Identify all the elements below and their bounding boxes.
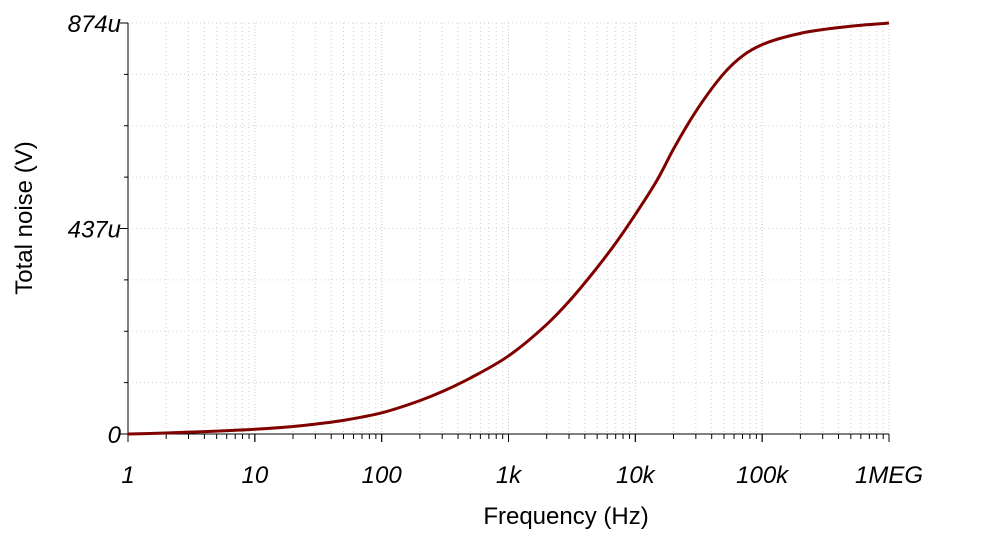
grid-lines — [128, 22, 890, 434]
y-tick-label: 0 — [108, 422, 122, 449]
x-tick-label: 100 — [362, 462, 403, 489]
y-tick-label: 874u — [68, 11, 121, 38]
y-axis-title: Total noise (V) — [11, 141, 38, 294]
x-tick-label: 10 — [241, 462, 268, 489]
series-line — [127, 21, 890, 436]
x-tick-label: 10k — [616, 462, 657, 489]
x-tick-label: 100k — [736, 462, 790, 489]
x-tick-label: 1 — [121, 462, 134, 489]
x-tick-label: 1k — [496, 462, 523, 489]
x-tick-label: 1MEG — [855, 462, 923, 489]
x-axis-title: Frequency (Hz) — [483, 503, 648, 530]
y-tick-label: 437u — [68, 217, 121, 244]
tick-labels: 1 10 100 1k 10k 100k 1MEG 0 437u 874u — [68, 11, 923, 489]
axis-ticks — [120, 22, 890, 442]
